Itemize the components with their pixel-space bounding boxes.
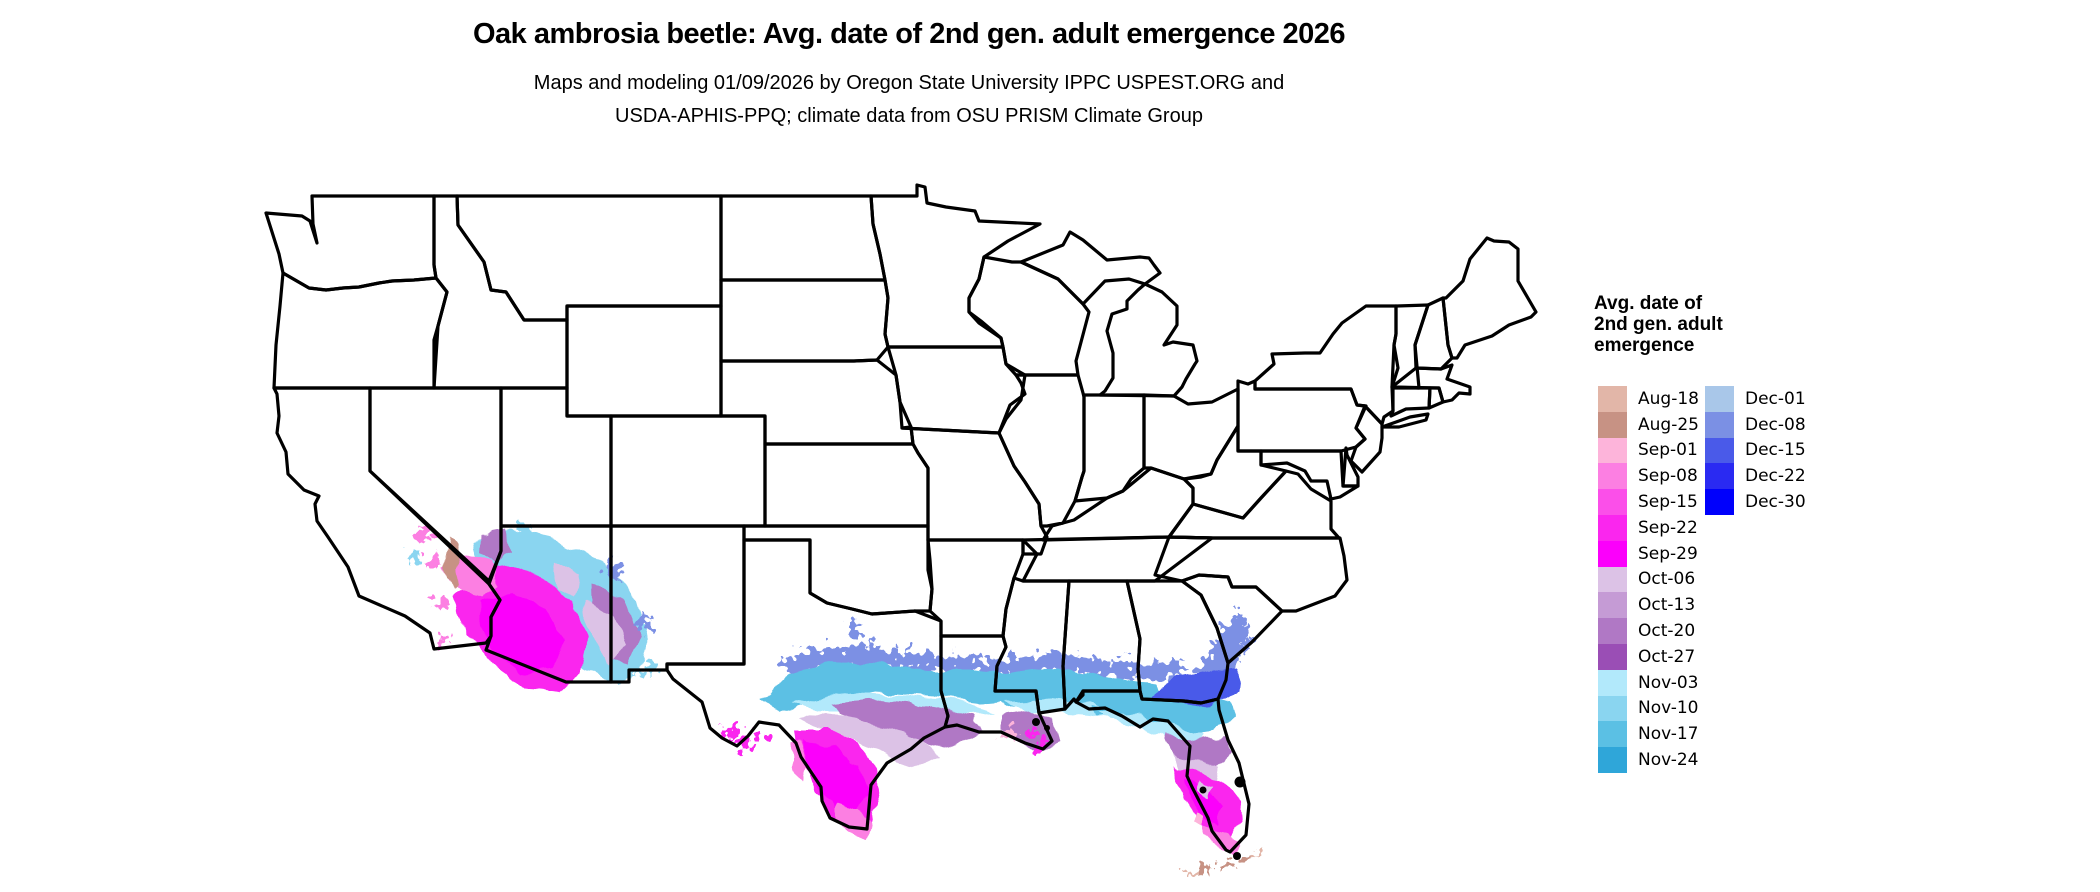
- legend-swatch: [1598, 669, 1627, 696]
- legend-entry: Oct-13: [1598, 592, 1699, 619]
- legend-entry: Dec-22: [1705, 463, 1806, 490]
- legend-entry: Oct-27: [1598, 643, 1699, 670]
- legend-swatch: [1598, 437, 1627, 464]
- legend-label: Sep-08: [1638, 466, 1698, 487]
- legend-label: Dec-01: [1745, 388, 1806, 409]
- legend-entry: Sep-15: [1598, 489, 1699, 515]
- southwest-region: [444, 528, 648, 693]
- lakes-and-bays: [1032, 718, 1246, 860]
- legend-swatch: [1598, 643, 1627, 670]
- legend-entry: Sep-22: [1598, 514, 1699, 541]
- legend-label: Nov-03: [1638, 672, 1699, 693]
- legend-swatch: [1705, 463, 1734, 490]
- legend-label: Sep-29: [1638, 543, 1698, 564]
- tampa-bay: [1199, 786, 1207, 794]
- legend-label: Nov-10: [1638, 698, 1699, 719]
- legend-label: Nov-17: [1638, 724, 1699, 745]
- legend-column-2: Dec-01 Dec-08 Dec-15 Dec-22 Dec-30: [1705, 386, 1806, 515]
- legend-entry: Dec-08: [1705, 411, 1806, 438]
- subtitle-line-1: Maps and modeling 01/09/2026 by Oregon S…: [533, 72, 1285, 94]
- legend-entry: Aug-25: [1598, 411, 1699, 438]
- legend-title: Avg. date of 2nd gen. adult emergence: [1594, 293, 1723, 356]
- legend-swatch: [1598, 411, 1627, 438]
- legend-swatch: [1598, 386, 1627, 412]
- legend-label: Dec-30: [1745, 492, 1806, 513]
- legend: Avg. date of 2nd gen. adult emergence Au…: [1594, 293, 1894, 781]
- legend-columns: Aug-18 Aug-25 Sep-01 Sep-08 Sep-15 Sep-22 Sep-…: [1594, 386, 1894, 781]
- legend-swatch: [1598, 618, 1627, 644]
- map-subtitle: Maps and modeling 01/09/2026 by Oregon S…: [473, 67, 1345, 133]
- lake-pontchartrain: [1032, 718, 1040, 726]
- legend-swatch: [1705, 411, 1734, 438]
- legend-swatch: [1598, 695, 1627, 722]
- legend-entry: Nov-03: [1598, 669, 1699, 696]
- gulf-blue-fringe: [1000, 652, 1190, 680]
- legend-entry: Nov-17: [1598, 721, 1699, 748]
- legend-label: Oct-06: [1638, 569, 1696, 590]
- legend-label: Sep-22: [1638, 517, 1698, 538]
- legend-label: Sep-15: [1638, 492, 1698, 513]
- legend-entry: Aug-18: [1598, 386, 1699, 412]
- legend-entry: Sep-29: [1598, 540, 1699, 567]
- map-header: Oak ambrosia beetle: Avg. date of 2nd ge…: [472, 18, 1346, 133]
- legend-swatch: [1598, 514, 1627, 541]
- legend-entry: Dec-30: [1705, 489, 1806, 515]
- legend-label: Sep-01: [1638, 440, 1698, 461]
- legend-swatch: [1598, 566, 1627, 593]
- legend-entry: Oct-06: [1598, 566, 1699, 593]
- texas-region: [762, 662, 1012, 840]
- legend-label: Nov-24: [1638, 750, 1699, 771]
- legend-swatch: [1705, 386, 1734, 412]
- legend-label: Dec-08: [1745, 414, 1806, 435]
- legend-swatch: [1598, 463, 1627, 490]
- legend-entry: Dec-01: [1705, 386, 1806, 412]
- legend-label: Aug-25: [1638, 414, 1699, 435]
- legend-entry: Nov-24: [1598, 747, 1699, 773]
- legend-swatch: [1598, 747, 1627, 773]
- legend-label: Oct-20: [1638, 621, 1696, 642]
- southwest-speckle: [408, 520, 658, 680]
- legend-swatch: [1705, 489, 1734, 515]
- legend-label: Oct-27: [1638, 646, 1696, 667]
- legend-swatch: [1598, 592, 1627, 619]
- legend-entry: Sep-08: [1598, 463, 1699, 490]
- legend-entry: Dec-15: [1705, 437, 1806, 464]
- legend-entry: Sep-01: [1598, 437, 1699, 464]
- legend-swatch: [1598, 721, 1627, 748]
- page-title: Oak ambrosia beetle: Avg. date of 2nd ge…: [472, 18, 1346, 50]
- legend-swatch: [1705, 437, 1734, 464]
- legend-label: Aug-18: [1638, 388, 1699, 409]
- legend-swatch: [1598, 489, 1627, 515]
- legend-swatch: [1598, 540, 1627, 567]
- legend-label: Dec-15: [1745, 440, 1806, 461]
- florida-keys: [1186, 850, 1261, 877]
- legend-column-1: Aug-18 Aug-25 Sep-01 Sep-08 Sep-15 Sep-22 Sep-…: [1598, 386, 1699, 773]
- legend-entry: Oct-20: [1598, 618, 1699, 644]
- legend-label: Oct-13: [1638, 595, 1696, 616]
- lake-okeechobee: [1234, 776, 1246, 788]
- subtitle-line-2: USDA-APHIS-PPQ; climate data from OSU PR…: [615, 105, 1203, 127]
- legend-label: Dec-22: [1745, 466, 1806, 487]
- legend-entry: Nov-10: [1598, 695, 1699, 722]
- emergence-raster-overlay: [408, 520, 1261, 877]
